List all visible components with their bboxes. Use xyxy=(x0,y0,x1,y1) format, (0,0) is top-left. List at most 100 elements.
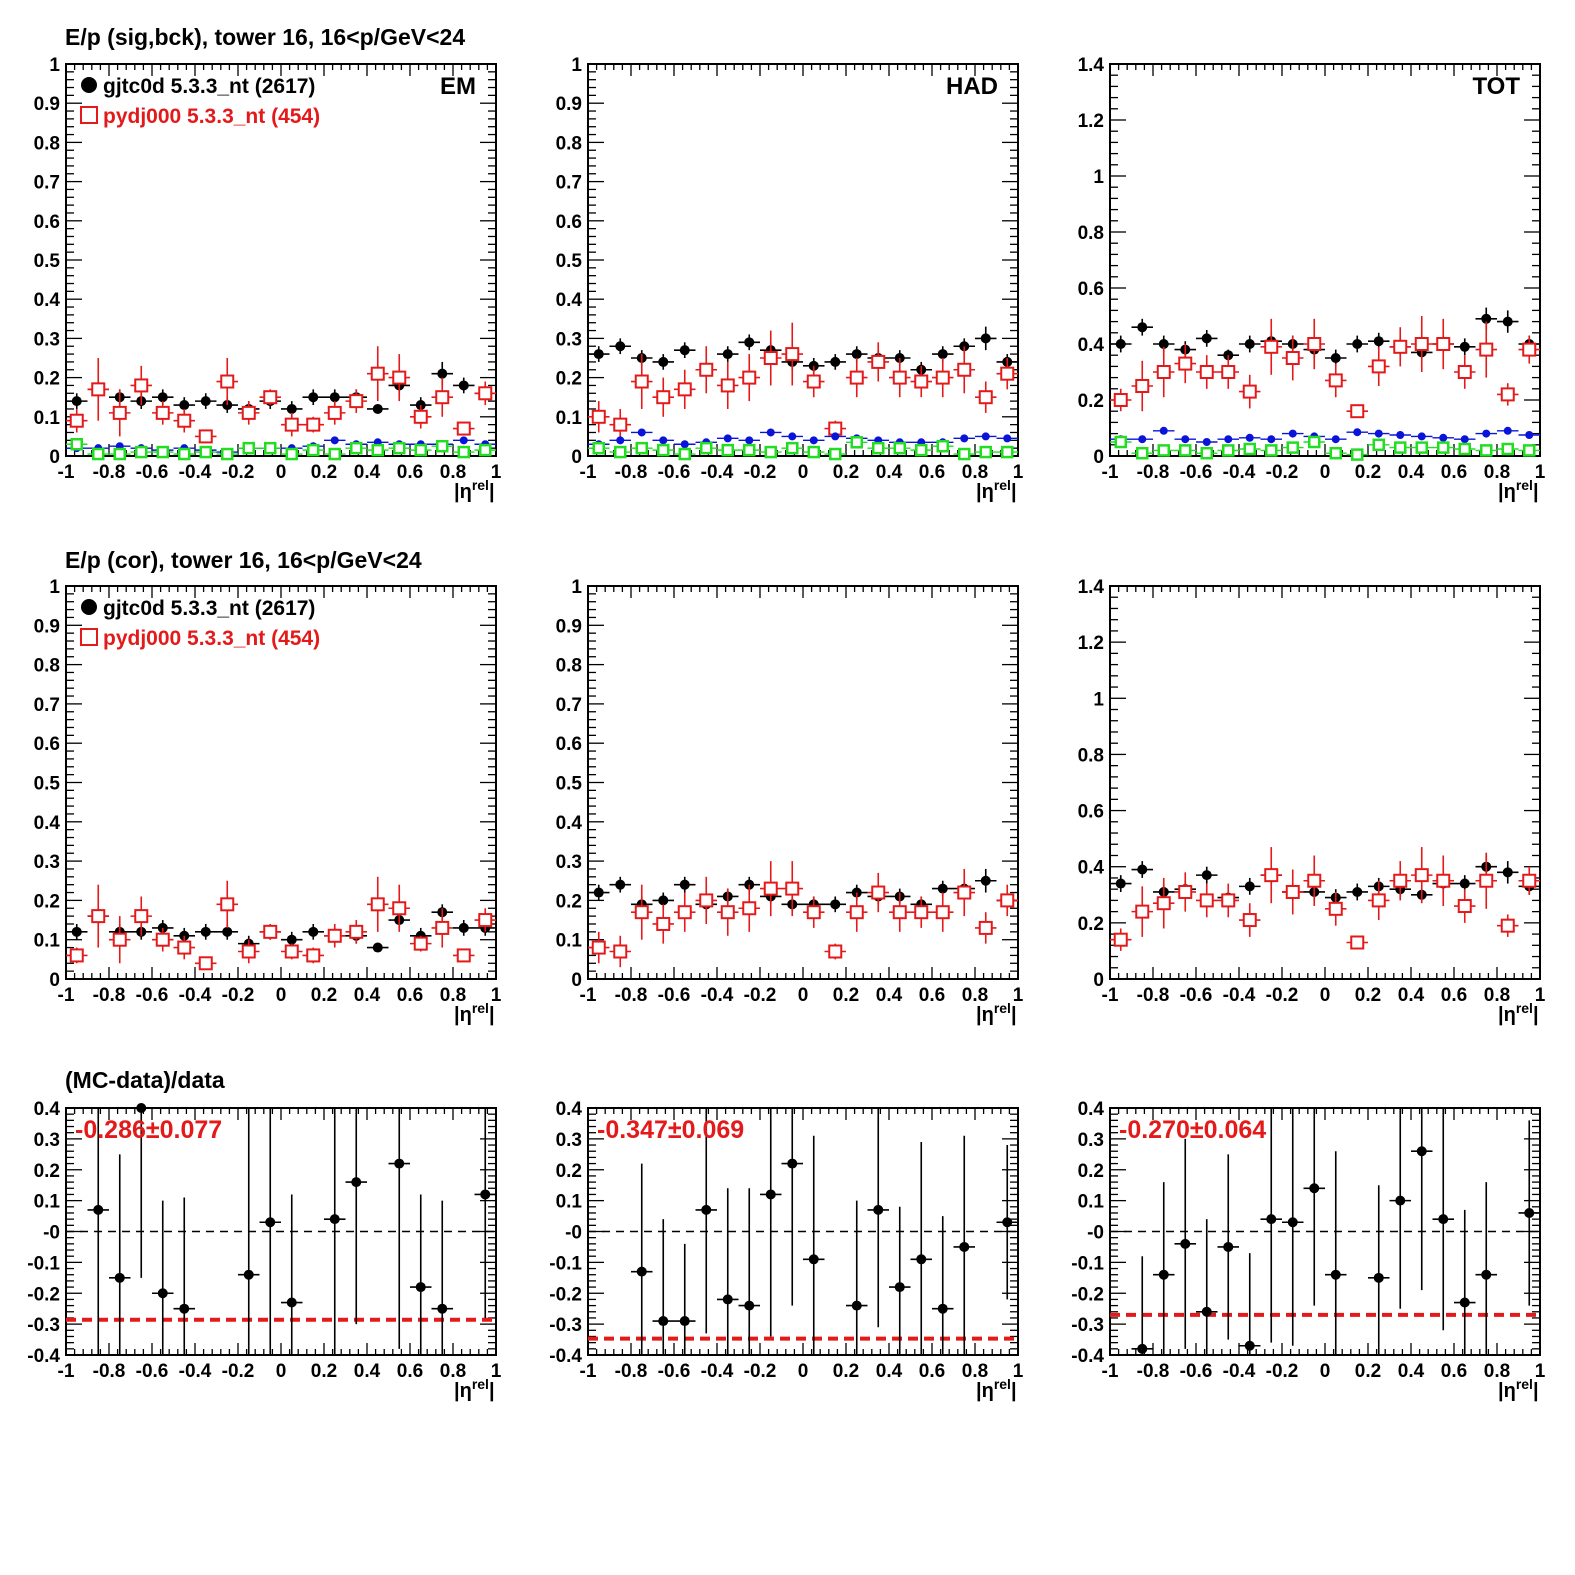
green-point xyxy=(1001,445,1014,459)
y-tick-label: 0.6 xyxy=(556,734,582,755)
data-point xyxy=(679,1316,690,1327)
x-tick-label: -0.8 xyxy=(615,985,648,1006)
data-point xyxy=(1137,322,1148,333)
green-point xyxy=(414,443,427,457)
data-point xyxy=(1395,1195,1406,1206)
blue-point xyxy=(659,436,668,445)
data-point xyxy=(114,1272,125,1283)
x-axis-label: |ηrel| xyxy=(976,1376,1017,1402)
x-tick-label: -0.6 xyxy=(658,1361,691,1382)
x-axis-label-main: |η xyxy=(976,1380,994,1402)
y-tick-label: 0.1 xyxy=(1078,1192,1105,1213)
y-tick-label: 0.4 xyxy=(1078,1099,1105,1120)
data-point xyxy=(1352,339,1363,349)
data-point xyxy=(480,1189,491,1200)
mc-point xyxy=(978,920,993,935)
blue-point xyxy=(960,434,969,443)
y-tick-label: 0.9 xyxy=(34,616,60,637)
green-point xyxy=(635,441,648,455)
data-point xyxy=(744,1300,755,1311)
y-tick-label: 1 xyxy=(571,577,582,598)
y-tick-label: 0.2 xyxy=(34,1161,60,1182)
mc-point xyxy=(656,916,671,931)
green-point xyxy=(893,441,906,455)
y-tick-label: 0.2 xyxy=(1078,1161,1104,1182)
blue-point xyxy=(1138,435,1147,444)
x-tick-label: -0.4 xyxy=(179,462,212,483)
y-tick-label: 0.1 xyxy=(34,408,61,429)
data-point xyxy=(1459,878,1470,889)
x-axis-label-sup: rel xyxy=(1516,1376,1533,1392)
mc-point xyxy=(177,413,192,428)
y-tick-label: 0.8 xyxy=(1078,745,1104,766)
data-point xyxy=(1244,881,1255,892)
mc-point xyxy=(284,417,299,432)
mc-point xyxy=(134,378,149,393)
y-tick-label: -0 xyxy=(565,1223,582,1244)
x-tick-label: -0.6 xyxy=(136,985,169,1006)
green-point xyxy=(1308,435,1321,449)
data-point xyxy=(1158,339,1169,349)
y-tick-label: 0.1 xyxy=(556,408,583,429)
x-tick-label: 0.4 xyxy=(1398,985,1425,1006)
data-point xyxy=(1416,1146,1427,1157)
blue-point xyxy=(1245,433,1254,442)
green-point xyxy=(1179,444,1192,457)
mc-point xyxy=(892,905,907,920)
green-point xyxy=(178,447,191,461)
mc-point xyxy=(1135,904,1150,919)
green-point xyxy=(1351,448,1364,461)
data-point xyxy=(658,356,669,367)
x-axis-label-sup: rel xyxy=(472,1376,489,1392)
x-tick-label: -1 xyxy=(580,462,597,483)
green-point xyxy=(786,441,799,455)
y-tick-label: 0.4 xyxy=(556,813,583,834)
y-tick-label: 0.2 xyxy=(1078,391,1104,412)
data-point xyxy=(1352,886,1363,897)
x-tick-label: 1 xyxy=(1013,1361,1024,1382)
mc-point xyxy=(699,362,714,377)
y-tick-label: 0.3 xyxy=(556,329,582,350)
mc-point xyxy=(284,944,299,959)
x-tick-label: 0.2 xyxy=(833,462,859,483)
data-point xyxy=(722,349,733,360)
blue-point xyxy=(831,432,840,441)
x-tick-label: 1 xyxy=(1535,985,1546,1006)
mc-point xyxy=(849,370,864,385)
x-tick-label: 0.8 xyxy=(440,462,466,483)
y-tick-label: 0 xyxy=(1093,970,1104,991)
x-tick-label: 0.4 xyxy=(876,1361,903,1382)
x-tick-label: 1 xyxy=(491,1361,502,1382)
ratio-fit-label: -0.286±0.077 xyxy=(75,1116,222,1144)
data-point xyxy=(286,934,297,945)
y-tick-label: 0.7 xyxy=(556,173,582,194)
y-tick-label: 0.2 xyxy=(556,891,582,912)
data-point xyxy=(93,1204,104,1215)
x-tick-label: -0.6 xyxy=(1180,1361,1213,1382)
y-tick-label: 0.4 xyxy=(556,1099,583,1120)
y-tick-label: -0.3 xyxy=(1071,1315,1104,1336)
x-tick-label: 0.8 xyxy=(1484,462,1510,483)
x-axis-label-end: | xyxy=(1011,481,1017,503)
y-tick-label: 0 xyxy=(571,970,582,991)
green-point xyxy=(1480,444,1493,457)
mc-point xyxy=(1000,366,1015,381)
green-point xyxy=(1523,444,1536,457)
data-point xyxy=(1180,1238,1191,1249)
data-point xyxy=(1373,1272,1384,1283)
mc-point xyxy=(413,409,428,424)
mc-point xyxy=(1414,868,1429,883)
x-tick-label: 0 xyxy=(276,985,287,1006)
mc-point xyxy=(763,881,778,896)
data-point xyxy=(1459,1297,1470,1308)
y-tick-label: 0.7 xyxy=(556,695,582,716)
y-tick-label: 0.5 xyxy=(556,774,583,795)
green-point xyxy=(92,447,105,461)
y-tick-label: 0.4 xyxy=(1078,335,1105,356)
mc-point xyxy=(914,905,929,920)
data-point xyxy=(286,403,297,414)
panel-row3-EM: -1 -0.8 -0.6 -0.4 -0.2 0 0.2 0.4 0.6 0.8 1|ηrel|-0… xyxy=(27,1099,501,1402)
data-point xyxy=(329,392,340,403)
x-tick-label: -0.8 xyxy=(615,462,648,483)
mc-point xyxy=(1457,365,1472,379)
